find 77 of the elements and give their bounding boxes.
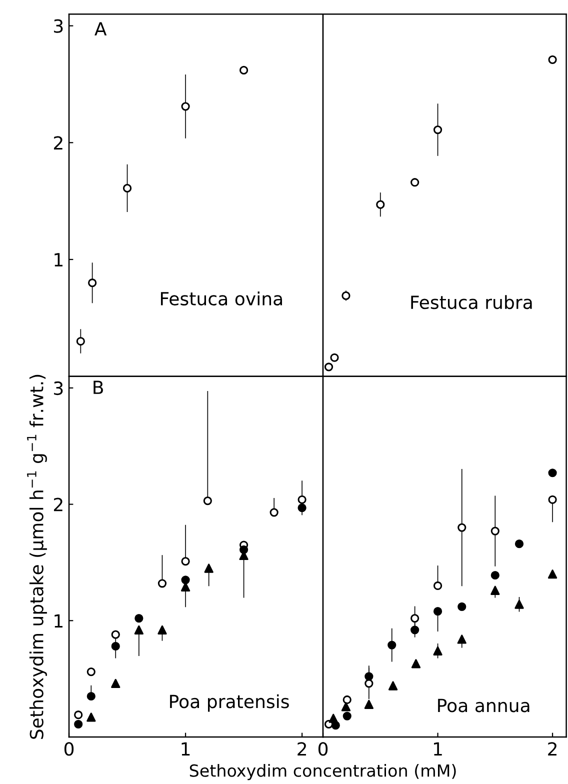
point — [181, 576, 190, 584]
point — [122, 184, 132, 193]
point — [548, 495, 557, 504]
x-tick-label: 0 — [318, 742, 328, 756]
point — [330, 353, 339, 362]
x-tick-label: 2 — [298, 742, 306, 756]
y-tick-label: 3 — [54, 19, 63, 33]
point — [342, 712, 352, 720]
point — [270, 508, 278, 517]
point — [134, 625, 144, 634]
point — [548, 570, 558, 579]
point — [514, 540, 524, 548]
point — [433, 607, 442, 616]
point — [364, 700, 374, 709]
point — [86, 712, 96, 722]
point — [74, 720, 83, 728]
y-axis-title: Sethoxydim uptake (µmol h$^{−1}$ g$^{−1}$ fr.wt.) — [27, 374, 47, 739]
y-tick-label: 1 — [54, 253, 62, 266]
point — [364, 672, 374, 681]
point — [548, 468, 557, 478]
x-tick-label: 1 — [434, 742, 442, 756]
point — [410, 178, 420, 187]
y-tick-label: 2 — [54, 136, 62, 150]
point — [548, 55, 557, 64]
point — [457, 634, 466, 644]
x-tick-label: 2 — [548, 742, 556, 756]
x-tick-label: 0 — [64, 742, 74, 756]
annotation: Festuca rubra — [411, 295, 532, 310]
annotation: B — [94, 380, 103, 394]
point — [204, 564, 214, 573]
annotation: Poa pratensis — [170, 694, 289, 712]
point — [490, 586, 500, 595]
point — [111, 630, 120, 639]
point — [342, 695, 352, 704]
point — [181, 556, 190, 566]
point — [158, 579, 167, 588]
point — [328, 714, 338, 723]
point — [134, 614, 144, 623]
point — [203, 496, 212, 506]
point — [111, 642, 120, 651]
point — [298, 503, 306, 512]
point — [111, 678, 120, 688]
point — [514, 600, 524, 609]
point — [490, 526, 500, 536]
point — [411, 659, 421, 668]
point — [410, 614, 420, 623]
point — [364, 679, 374, 688]
point — [239, 66, 248, 74]
annotation: Festuca ovina — [160, 292, 282, 306]
point — [388, 681, 398, 690]
point — [76, 336, 85, 346]
point — [433, 125, 442, 134]
point — [74, 710, 83, 720]
point — [376, 200, 385, 209]
point — [181, 102, 190, 111]
point — [324, 362, 334, 372]
point — [88, 278, 97, 288]
point — [388, 640, 396, 650]
y-tick-label: 3 — [54, 381, 63, 396]
point — [86, 668, 96, 676]
point — [458, 523, 466, 532]
annotation: Poa annua — [438, 698, 530, 712]
point — [158, 625, 167, 634]
point — [410, 626, 420, 634]
point — [458, 602, 466, 611]
annotation: A — [94, 22, 107, 36]
point — [342, 291, 350, 300]
y-tick-label: 1 — [54, 614, 62, 628]
point — [490, 570, 500, 580]
x-tick-label: 1 — [182, 742, 190, 756]
x-axis-title: Sethoxydim concentration (mM) — [190, 764, 456, 780]
point — [298, 495, 306, 504]
point — [86, 692, 96, 701]
point — [433, 581, 442, 590]
point — [433, 646, 442, 656]
y-tick-label: 2 — [54, 498, 62, 512]
point — [341, 702, 351, 712]
